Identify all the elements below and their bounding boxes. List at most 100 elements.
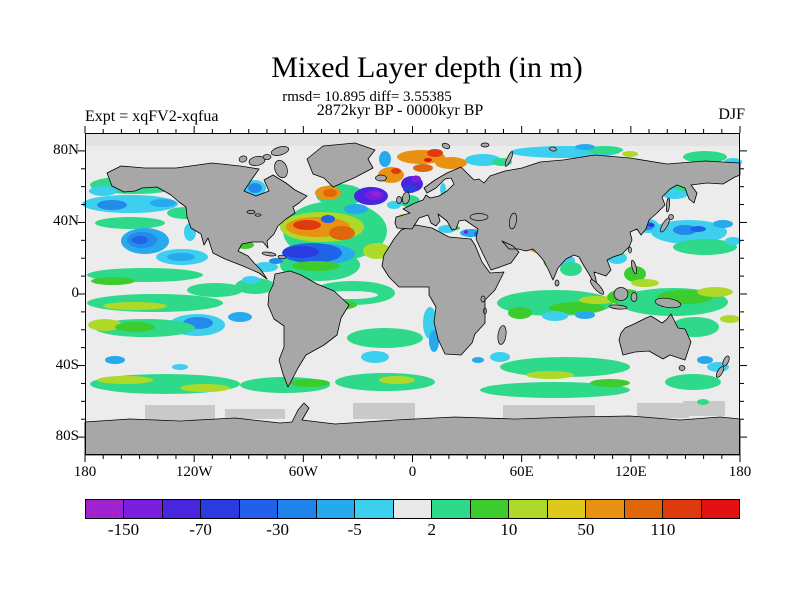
anomaly-region: [480, 382, 630, 398]
island: [274, 159, 288, 179]
island: [504, 151, 514, 167]
colorbar-label: 110: [650, 520, 676, 539]
anomaly-region: [542, 311, 568, 321]
lon-axis-label: 0: [408, 464, 417, 480]
anomaly-region: [103, 302, 167, 310]
island: [628, 246, 632, 254]
lat-axis-label: 40S: [55, 356, 79, 373]
colorbar-label: -30: [266, 520, 289, 539]
colorbar-label: 2: [427, 520, 437, 539]
anomaly-region: [329, 226, 355, 240]
arctic-ocean-band: [85, 133, 740, 146]
lon-axis-label: 60W: [288, 464, 318, 480]
anomaly-region: [549, 302, 605, 314]
island: [668, 214, 674, 220]
page-title: Mixed Layer depth (in m): [271, 51, 583, 84]
island: [261, 251, 277, 257]
anomaly-region: [673, 239, 737, 255]
lon-axis-label: 180: [73, 464, 97, 480]
stats-line: rmsd= 10.895 diff= 3.55385: [282, 89, 452, 105]
anomaly-region: [105, 356, 125, 364]
colorbar-label: -5: [347, 520, 362, 539]
landmass: [394, 154, 741, 292]
anomaly-region: [88, 319, 122, 331]
anomaly-region: [590, 379, 630, 387]
anomaly-region: [587, 146, 623, 154]
colorbar-segment: [432, 500, 471, 518]
landmass: [381, 224, 505, 356]
lon-axis-label: 120E: [614, 464, 647, 480]
anomaly-region: [713, 220, 733, 228]
anomaly-region: [622, 151, 638, 157]
anomaly-region: [575, 311, 595, 319]
anomaly-region: [97, 200, 127, 210]
colorbar-segment: [239, 500, 279, 518]
anomaly-region: [323, 189, 337, 197]
island: [666, 197, 670, 213]
anomaly-region: [95, 217, 165, 229]
anomaly-region: [683, 151, 727, 163]
island: [722, 355, 730, 367]
anomaly-region: [560, 262, 582, 276]
anomaly-region: [379, 376, 415, 384]
island: [678, 365, 686, 371]
island: [715, 366, 725, 378]
anomaly-region: [697, 356, 713, 364]
anomaly-region: [115, 322, 155, 332]
colorbar: [85, 499, 740, 519]
colorbar-segment: [624, 500, 664, 518]
lon-axis-label: 60E: [509, 464, 534, 480]
sea-ice-patch: [353, 403, 415, 419]
anomaly-region: [292, 261, 340, 271]
lon-axis-label: 180: [728, 464, 752, 480]
anomaly-region: [465, 154, 501, 166]
island: [654, 297, 682, 309]
anomaly-region: [150, 199, 176, 207]
anomaly-region: [490, 352, 510, 362]
inland-sea-outline: [469, 213, 489, 221]
anomaly-region: [665, 374, 721, 390]
anomaly-region: [132, 236, 148, 244]
anomaly-region: [720, 315, 740, 323]
map-frame: [85, 133, 740, 455]
world-map-svg: [78, 126, 747, 462]
lat-axis-label: 80S: [55, 428, 79, 445]
anomaly-region: [579, 296, 615, 304]
anomaly-region: [361, 351, 389, 363]
colorbar-segment: [86, 500, 125, 518]
anomaly-region: [167, 253, 195, 261]
colorbar-segment: [586, 500, 625, 518]
inland-sea-outline: [508, 212, 518, 230]
lake-outline: [246, 210, 256, 214]
island: [277, 254, 287, 260]
island: [396, 196, 402, 204]
lat-axis-label: 0: [71, 285, 80, 301]
colorbar-segment: [162, 500, 202, 518]
anomaly-region: [97, 376, 153, 384]
colorbar-label: -150: [107, 520, 140, 539]
colorbar-segment: [470, 500, 510, 518]
anomaly-region: [403, 185, 417, 193]
anomaly-region: [697, 287, 733, 297]
colorbar-label: 50: [577, 520, 595, 539]
anomaly-region: [648, 223, 654, 227]
sea-ice-patch: [225, 409, 285, 419]
anomaly-region: [391, 168, 401, 174]
landmass: [106, 162, 308, 280]
colorbar-segment: [355, 500, 394, 518]
colorbar-segment: [663, 500, 702, 518]
island: [441, 142, 451, 150]
sea-ice-patch: [683, 401, 725, 416]
island: [497, 325, 507, 345]
anomaly-region: [372, 191, 380, 197]
lake-outline: [480, 295, 486, 303]
anomaly-region: [429, 330, 439, 352]
island: [589, 279, 605, 295]
anomaly-region: [293, 220, 321, 230]
landmass: [84, 402, 741, 456]
island: [375, 174, 387, 182]
period-line: 2872kyr BP - 0000kyr BP: [316, 102, 484, 119]
lat-axis-label: 40N: [53, 213, 79, 230]
anomaly-region: [187, 283, 243, 297]
anomaly-region: [283, 246, 319, 258]
